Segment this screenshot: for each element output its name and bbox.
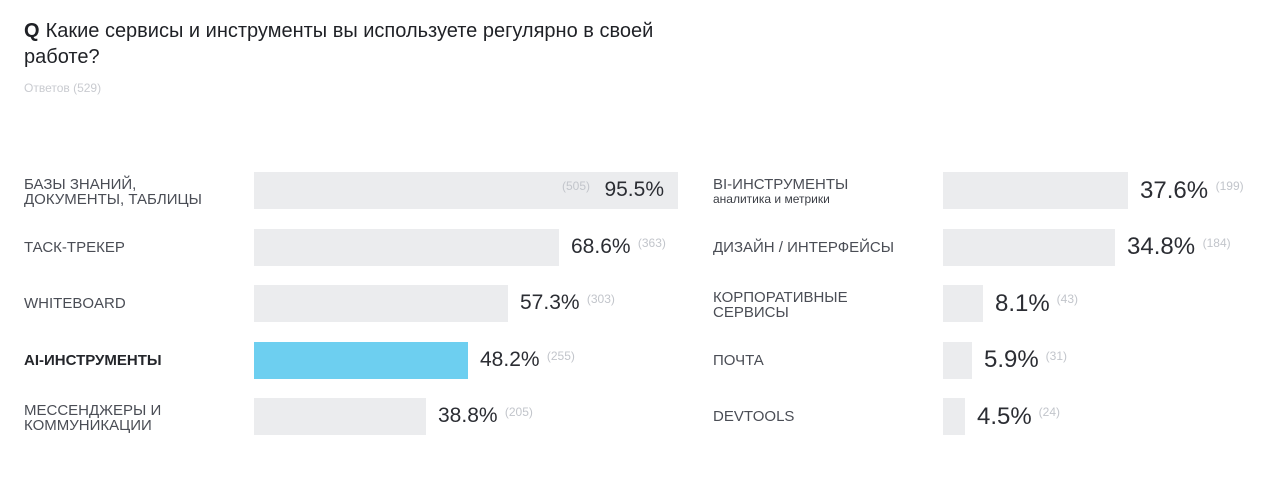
- bar: [254, 172, 678, 209]
- bar: [254, 228, 559, 266]
- bar-count-label: (363): [637, 235, 666, 250]
- bar-count-label: (505): [561, 179, 590, 193]
- bar-label: ТАСК-ТРЕКЕР: [24, 240, 125, 255]
- bar-label-text: ПОЧТА: [713, 351, 764, 369]
- bar-label-text: ТАСК-ТРЕКЕР: [24, 238, 125, 256]
- bar-label: БАЗЫ ЗНАНИЙ, ДОКУМЕНТЫ, ТАБЛИЦЫ: [24, 177, 202, 207]
- bar-value-label: 8.1%: [995, 289, 1050, 317]
- bar-label-text: WHITEBOARD: [24, 295, 126, 312]
- bar-count-label: (303): [586, 292, 615, 306]
- bar: [254, 341, 468, 379]
- bar-count-label: (24): [1038, 405, 1061, 419]
- bar: [943, 398, 965, 435]
- bar-value-label: 34.8%: [1127, 233, 1196, 260]
- bar: [943, 341, 972, 379]
- bar-label-text: BI-ИНСТРУМЕНТЫ: [713, 176, 849, 193]
- bar-value-label: 48.2%: [480, 347, 540, 371]
- bar-label-text: БАЗЫ ЗНАНИЙ, ДОКУМЕНТЫ, ТАБЛИЦЫ: [24, 175, 202, 208]
- bar-value-label: 68.6%: [571, 234, 631, 258]
- bar-label-text: AI-ИНСТРУМЕНТЫ: [24, 351, 162, 369]
- bar-value-label: 57.3%: [520, 291, 580, 314]
- question-text: Какие сервисы и инструменты вы используе…: [24, 20, 654, 68]
- question-title: Q Какие сервисы и инструменты вы использу…: [24, 18, 704, 70]
- bar-label: DEVTOOLS: [713, 409, 794, 424]
- bar-label-text: КОРПОРАТИВНЫЕ СЕРВИСЫ: [713, 288, 848, 321]
- bar-label: AI-ИНСТРУМЕНТЫ: [24, 353, 162, 368]
- bar-count-label: (184): [1202, 235, 1231, 250]
- bar-value-label: 38.8%: [438, 404, 498, 427]
- bar-label: ПОЧТА: [713, 353, 764, 368]
- bar: [943, 228, 1115, 266]
- bar-label: WHITEBOARD: [24, 296, 126, 311]
- bar-count-label: (255): [546, 348, 575, 363]
- bar: [254, 398, 426, 435]
- bar-label: КОРПОРАТИВНЫЕ СЕРВИСЫ: [713, 290, 848, 320]
- responses-count: Ответов (529): [24, 81, 102, 95]
- bar-value-label: 5.9%: [984, 346, 1039, 373]
- bar-sublabel: аналитика и метрики: [713, 192, 830, 206]
- bar-label-text: МЕССЕНДЖЕРЫ И КОММУНИКАЦИИ: [24, 401, 162, 434]
- bar-value-label: 95.5%: [604, 178, 664, 201]
- bar-label: МЕССЕНДЖЕРЫ И КОММУНИКАЦИИ: [24, 403, 161, 433]
- bar-label-text: ДИЗАЙН / ИНТЕРФЕЙСЫ: [713, 238, 895, 256]
- bar-value-label: 37.6%: [1140, 176, 1209, 204]
- bar-label-text: DEVTOOLS: [713, 408, 795, 425]
- bar-label: BI-ИНСТРУМЕНТЫ аналитика и метрики: [713, 177, 848, 206]
- bar-count-label: (205): [504, 405, 533, 419]
- bar-count-label: (43): [1056, 292, 1079, 306]
- question-mark: Q: [24, 20, 40, 42]
- bar-value-label: 4.5%: [977, 402, 1032, 430]
- bar-count-label: (199): [1215, 179, 1244, 193]
- bar: [943, 172, 1128, 209]
- bar-label: ДИЗАЙН / ИНТЕРФЕЙСЫ: [713, 240, 894, 255]
- bar: [254, 285, 508, 322]
- bar-count-label: (31): [1045, 348, 1068, 363]
- bar: [943, 285, 983, 322]
